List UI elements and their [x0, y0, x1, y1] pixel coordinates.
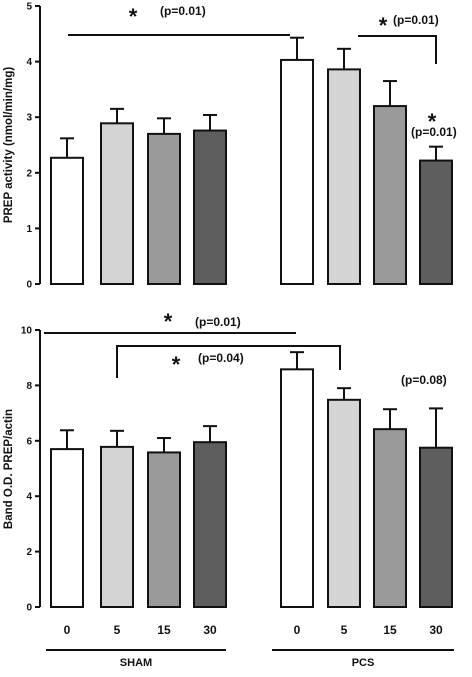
- x-category-label: 15: [157, 623, 171, 637]
- bottom-pvalue-1: (p=0.01): [195, 315, 241, 329]
- bottom-y-tick-label: 2: [26, 547, 32, 558]
- top-pvalue-1: (p=0.01): [160, 4, 206, 18]
- top-y-axis: 0 1 2 3 4 5: [26, 2, 41, 291]
- top-star-3: *: [428, 109, 437, 134]
- bottom-y-tick-label: 6: [26, 436, 32, 447]
- top-y-axis-label: PREP activity (nmol/min/mg): [3, 67, 15, 224]
- bottom-star-2: *: [172, 352, 181, 377]
- x-category-label: 0: [64, 623, 71, 637]
- x-category-label: 0: [294, 623, 301, 637]
- top-pvalue-2: (p=0.01): [393, 13, 439, 27]
- top-bar: [419, 159, 453, 285]
- top-bars: [50, 36, 453, 286]
- bottom-bar: [419, 446, 453, 608]
- bottom-bar: [100, 445, 134, 609]
- top-bar: [327, 68, 361, 285]
- bottom-pvalue-3: (p=0.08): [401, 373, 447, 387]
- bottom-y-tick-label: 0: [26, 603, 32, 614]
- x-category-labels: 0 5 15 30 0 5 15 30: [64, 623, 443, 637]
- x-category-label: 5: [114, 623, 121, 637]
- top-y-tick-label: 5: [26, 2, 32, 13]
- bottom-y-tick-label: 4: [26, 492, 32, 503]
- bottom-pvalue-2: (p=0.04): [198, 351, 244, 365]
- bottom-bars: [50, 351, 453, 609]
- bottom-y-axis-label: Band O.D. PREP/actin: [3, 409, 15, 529]
- top-bar: [147, 132, 181, 285]
- top-bar: [100, 122, 134, 286]
- top-y-tick-label: 1: [26, 224, 32, 235]
- top-y-tick-label: 2: [26, 168, 32, 179]
- top-star-2: *: [379, 13, 388, 38]
- top-star-1: *: [129, 4, 138, 29]
- bottom-bar: [147, 451, 181, 608]
- x-category-label: 30: [429, 623, 443, 637]
- bottom-bracket-2: [116, 345, 341, 378]
- bottom-bar: [50, 448, 84, 608]
- bottom-bar: [373, 428, 407, 608]
- x-category-label: 15: [383, 623, 397, 637]
- top-bar: [280, 58, 314, 285]
- top-bar: [50, 156, 84, 285]
- top-pvalue-3: (p=0.01): [411, 125, 457, 139]
- bottom-y-tick-label: 8: [26, 381, 32, 392]
- prep-activity-panel: PREP activity (nmol/min/mg) 0 1 2 3 4 5 * (p=…: [3, 2, 457, 291]
- bottom-bar: [327, 398, 361, 608]
- x-category-label: 5: [341, 623, 348, 637]
- top-y-tick-label: 3: [26, 113, 32, 124]
- pcs-group-label: PCS: [352, 657, 375, 669]
- top-bar: [373, 105, 407, 285]
- sham-group-label: SHAM: [120, 657, 152, 669]
- top-bracket-pcs5-vs-pcs30: [358, 35, 437, 64]
- x-category-label: 30: [203, 623, 217, 637]
- bottom-y-tick-label: 10: [21, 326, 33, 337]
- top-y-tick-label: 0: [26, 280, 32, 291]
- bottom-bar: [280, 368, 314, 609]
- bottom-bar: [193, 441, 227, 608]
- top-bar: [193, 129, 227, 285]
- bottom-y-axis: 0 2 4 6 8 10: [21, 326, 41, 614]
- top-y-tick-label: 4: [26, 57, 32, 68]
- bottom-star-1: *: [164, 309, 173, 334]
